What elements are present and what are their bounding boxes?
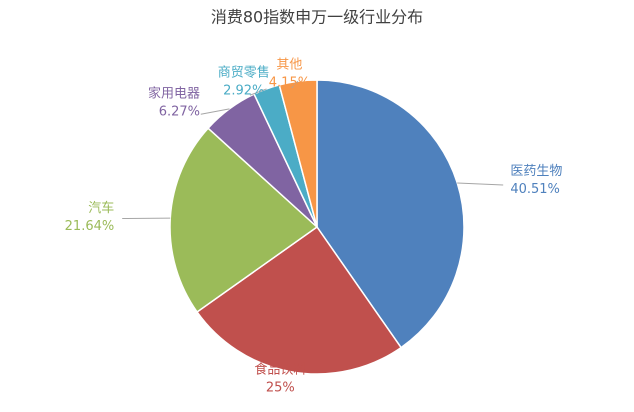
category-label: 医药生物 [510, 164, 562, 179]
pie-slice [196, 225, 403, 375]
value-label: 21.64% [65, 219, 115, 234]
category-label: 食品饮料 [254, 362, 306, 378]
category-label: 汽车 [88, 200, 114, 216]
chart-title: 消费80指数申万一级行业分布 [211, 8, 423, 27]
value-label: 40.51% [510, 182, 560, 197]
leader-line [291, 80, 299, 89]
value-label: 6.27% [159, 105, 200, 120]
pie-slice [278, 79, 318, 228]
category-label: 其他 [276, 57, 302, 72]
value-label: 25% [266, 381, 295, 396]
leader-line [200, 108, 230, 115]
category-label: 商贸零售 [218, 65, 270, 81]
value-label: 2.92% [223, 84, 264, 99]
pie-slice [316, 79, 465, 349]
leader-line [457, 182, 504, 186]
leader-line [249, 88, 267, 96]
value-label: 4.15% [269, 75, 310, 90]
category-label: 家用电器 [148, 86, 200, 102]
